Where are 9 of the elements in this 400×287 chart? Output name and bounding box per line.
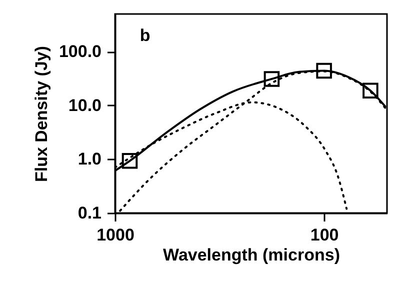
- annotation: b: [140, 26, 150, 45]
- y-tick-label: 1.0: [78, 150, 102, 169]
- x-tick-label: 1000: [96, 226, 134, 244]
- x-tick-label: 100: [310, 226, 339, 244]
- y-axis-title: Flux Density (Jy): [32, 46, 51, 182]
- y-tick-label: 10.0: [68, 96, 102, 115]
- y-tick-label: 100.0: [58, 42, 102, 62]
- x-axis-title: Wavelength (microns): [163, 246, 340, 264]
- y-tick-label: 0.1: [78, 204, 102, 222]
